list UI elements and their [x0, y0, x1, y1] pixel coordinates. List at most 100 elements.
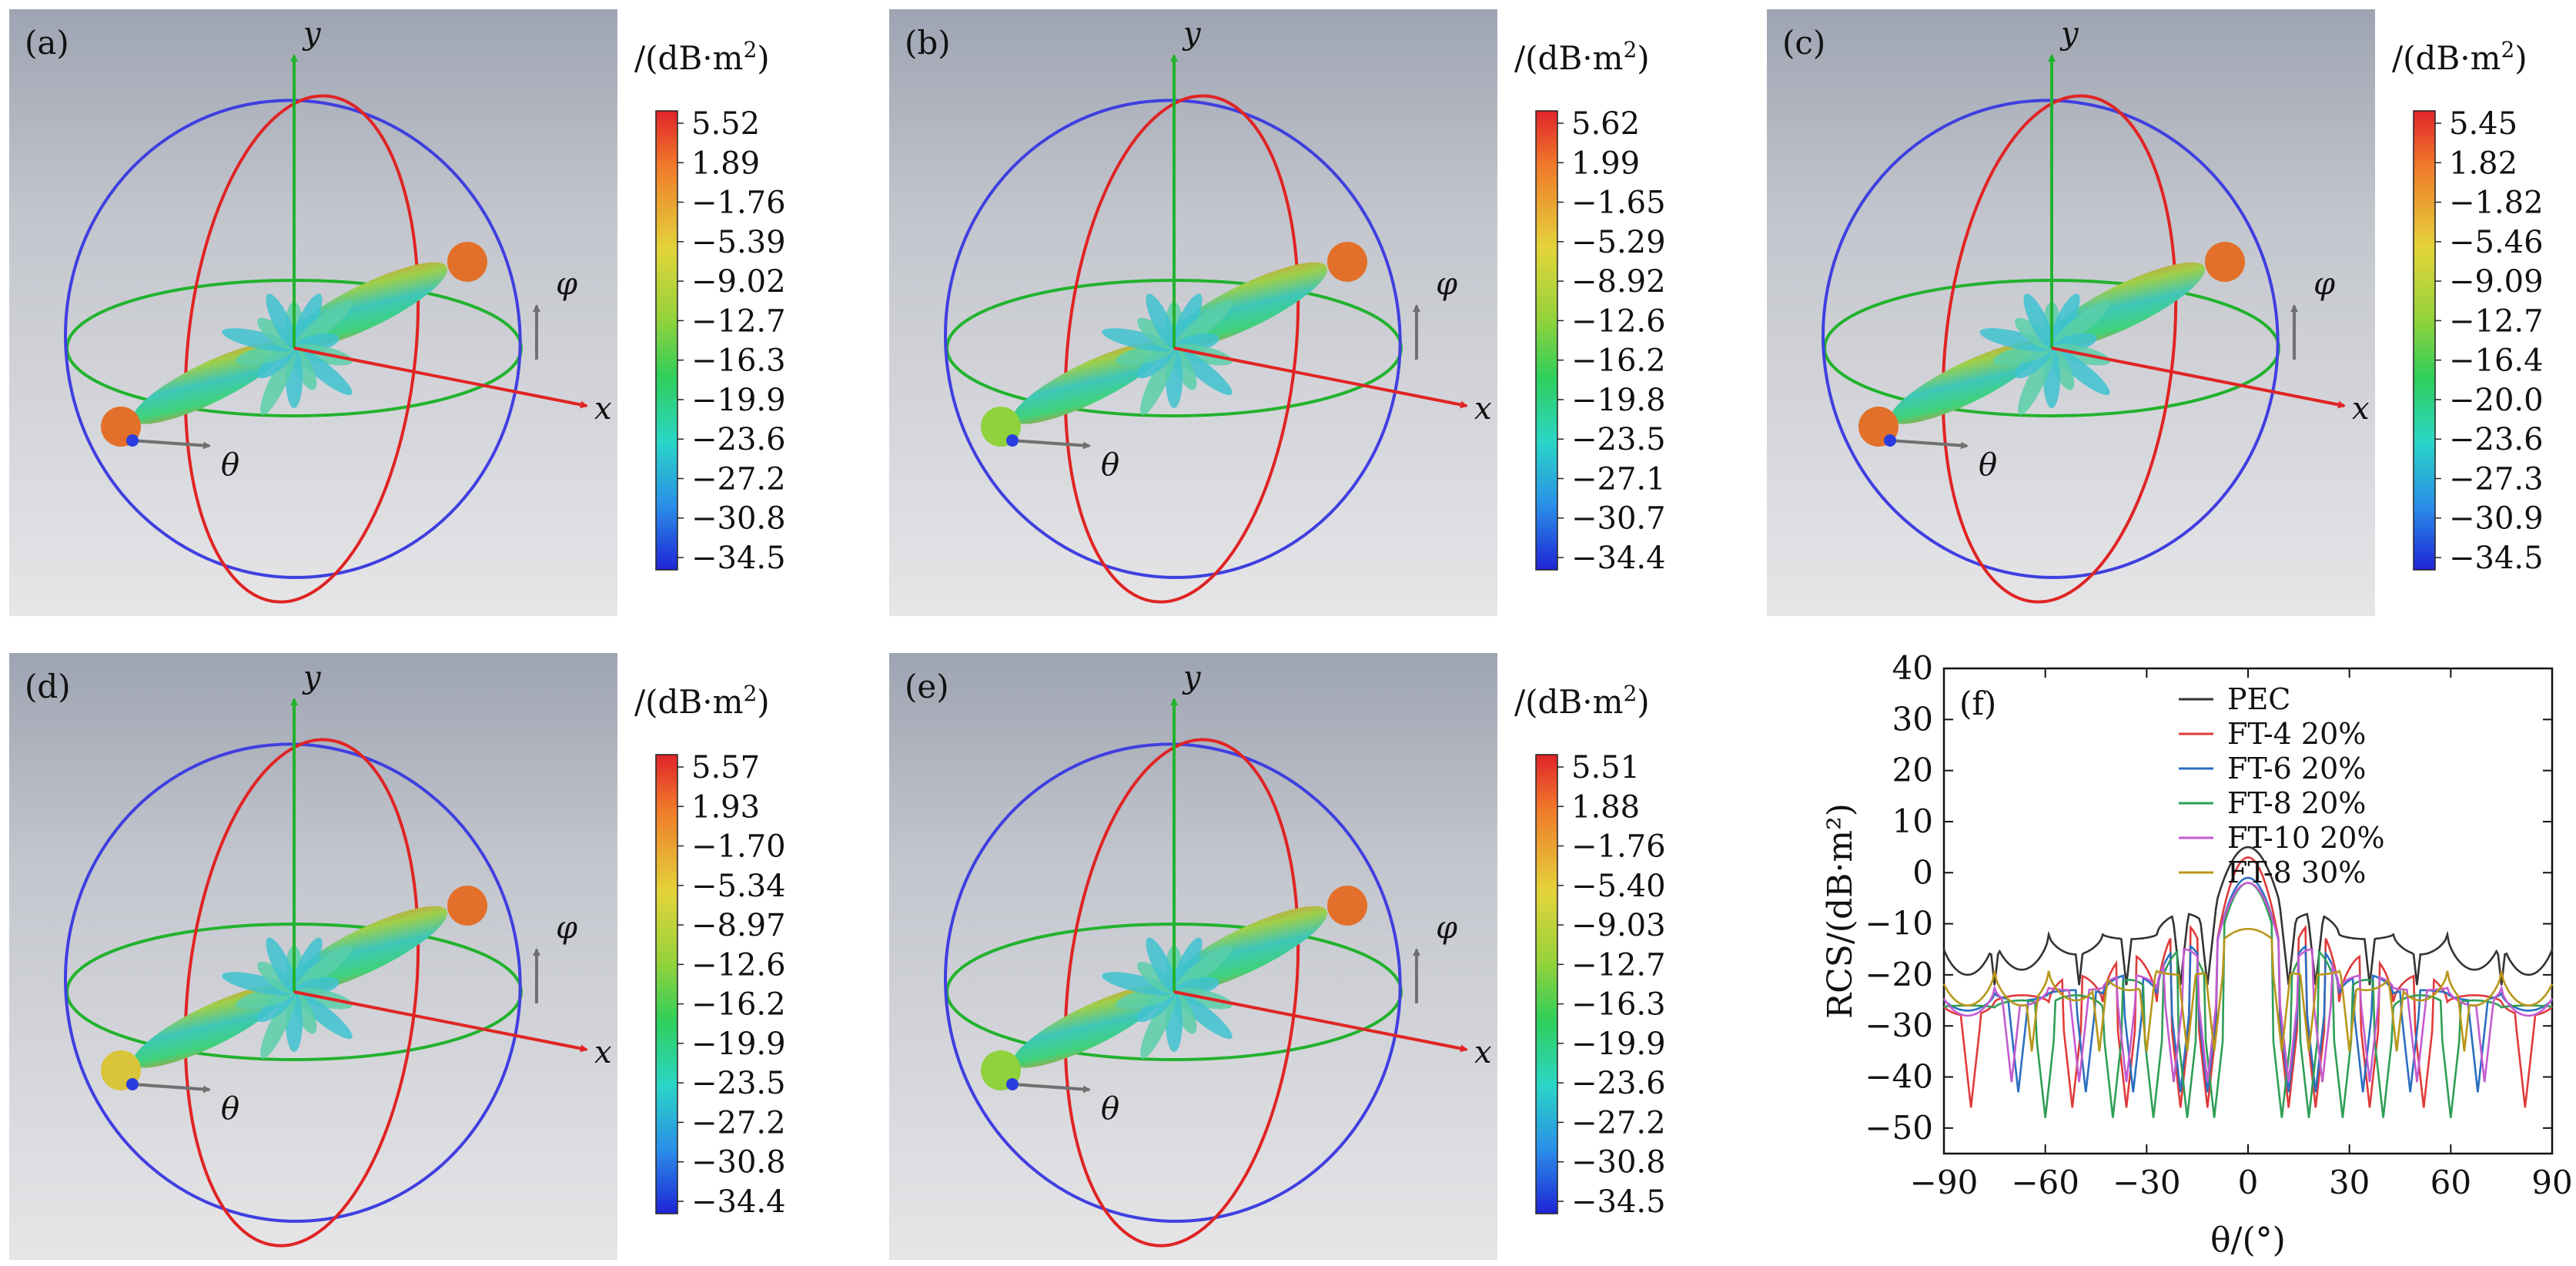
colorbar-1: /(dB·m2) 5.52 1.89 −1.76 −5.39 −9.02−12.7 −16.…	[634, 37, 786, 576]
x-axis-label: x	[594, 1035, 612, 1070]
x-tick-label: 30	[2329, 1164, 2370, 1201]
sphere-ring-red	[1063, 94, 1300, 604]
colorbar-tick-label: −8.92	[1571, 264, 1666, 300]
unit-suffix: )	[757, 683, 769, 721]
panel-label: (b)	[905, 24, 951, 62]
colorbar-tick-label: −12.7	[1571, 947, 1666, 983]
panels-layer: (a) yxθφ/(dB·m2)5.521.89−1.76−5.39−9.02−1…	[9, 9, 2544, 1260]
colorbar-tick-label: −27.1	[1571, 461, 1666, 497]
colorbar-tick-label: −1.76	[1571, 829, 1666, 865]
radiation-lobes	[981, 242, 1367, 447]
phi-label: φ	[1436, 266, 1457, 302]
series-line-ft-8-30-	[1942, 927, 2554, 1052]
x-axis-label: x	[2352, 391, 2370, 427]
colorbar-tick-label: −9.09	[2449, 264, 2544, 300]
colorbar-tick-label: −12.6	[1571, 303, 1666, 339]
z-axis-dot	[126, 1078, 139, 1090]
colorbar-tick-label: −19.9	[691, 1027, 786, 1062]
theta-label: θ	[1979, 447, 1997, 483]
side-lobe-petal	[260, 991, 296, 1059]
phi-label: φ	[2313, 266, 2335, 302]
colorbar-tick-label: −19.9	[691, 383, 786, 418]
colorbar-tick-label: −23.5	[1571, 422, 1666, 457]
pattern-panel-1: (a) y x θ φ	[9, 9, 617, 616]
side-lobe-petal	[1172, 937, 1203, 993]
x-axis-label: x	[1474, 391, 1492, 427]
side-lobe-petal	[1172, 293, 1203, 349]
colorbar-tick-label: −34.4	[691, 1184, 786, 1220]
colorbar-tick-label: −30.8	[691, 501, 786, 537]
unit-suffix: )	[1637, 683, 1649, 721]
rcs-line-chart: −90 −60 −30 0 30 60 90 40 30 20 10 0 −10 −20 −30 −40 −50…	[1821, 649, 2573, 1260]
lobe-tip-upper	[447, 242, 487, 282]
legend-entry: FT-8 30%	[2227, 856, 2366, 889]
sphere-ring-blue	[64, 742, 522, 1223]
side-lobe-petal	[222, 328, 295, 352]
panel-label: (c)	[1782, 24, 1825, 62]
lobe-tip-upper	[447, 886, 487, 926]
colorbar-tick-label: −12.7	[691, 303, 786, 339]
y-tick-label: 40	[1892, 649, 1933, 687]
colorbar-tick-label: −9.03	[1571, 908, 1666, 943]
pattern-panel-4: (d) y x θ φ	[9, 653, 617, 1260]
colorbar-gradient	[1535, 754, 1558, 1214]
phi-label: φ	[556, 910, 577, 946]
phi-label: φ	[556, 266, 577, 302]
colorbar-gradient	[655, 110, 678, 571]
y-axis-title: RCS/(dB·m²)	[1821, 803, 1860, 1019]
unit-superscript: 2	[743, 37, 757, 62]
y-tick-label: 30	[1892, 700, 1933, 738]
side-lobe-petal	[1140, 991, 1176, 1059]
pattern-panel-3: (c) y x θ φ	[1767, 9, 2375, 616]
x-tick-label: −90	[1910, 1164, 1979, 1201]
colorbar-tick-label: −19.8	[1571, 383, 1666, 418]
colorbar-tick-label: 1.99	[1571, 146, 1640, 181]
colorbar-tick-label: −1.82	[2449, 186, 2544, 221]
colorbar-tick-label: −1.76	[691, 186, 786, 221]
colorbar-tick-label: −30.7	[1571, 501, 1666, 537]
y-tick-label: 10	[1892, 802, 1933, 840]
unit-suffix: )	[757, 39, 769, 77]
colorbar-gradient	[1535, 110, 1558, 571]
colorbar-tick-label: −23.6	[2449, 422, 2544, 457]
colorbar-tick-label: −5.40	[1571, 869, 1666, 904]
lobe-tip-upper	[1327, 886, 1367, 926]
colorbar-tick-label: −5.34	[691, 869, 786, 904]
phi-label: φ	[1436, 910, 1457, 946]
x-axis-label: x	[1474, 1035, 1492, 1070]
unit-superscript: 2	[1623, 681, 1637, 706]
pattern-panel-2: (b) y x θ φ	[889, 9, 1497, 616]
colorbar-unit-title: /(dB·m2)	[1514, 681, 1650, 721]
sphere-ring-blue	[944, 99, 1402, 579]
colorbar-tick-label: 1.82	[2449, 146, 2517, 181]
y-axis-label: y	[2059, 16, 2079, 52]
colorbar-tick-label: 5.57	[691, 750, 760, 785]
unit-superscript: 2	[743, 681, 757, 706]
colorbar-tick-label: −8.97	[691, 908, 786, 943]
sphere-ring-blue	[64, 99, 522, 579]
colorbar-tick-label: 1.93	[691, 789, 760, 825]
side-lobe-petal	[2018, 347, 2054, 415]
x-axis-arrow	[293, 990, 588, 1053]
colorbar-tick-label: −23.6	[1571, 1066, 1666, 1101]
sphere-ring-red	[183, 94, 420, 604]
x-tick-label: 0	[2238, 1164, 2259, 1201]
colorbar-unit-title: /(dB·m2)	[1514, 37, 1650, 77]
colorbar-tick-label: −27.2	[691, 461, 786, 497]
colorbar-tick-label: 5.45	[2449, 106, 2517, 142]
colorbar-tick-label: −5.29	[1571, 225, 1666, 260]
colorbar-4: /(dB·m2) 5.57 1.93 −1.70 −5.34 −8.97 −12.6 −16.…	[634, 681, 786, 1220]
theta-arrow	[1889, 439, 1969, 450]
legend-entry: FT-4 20%	[2227, 717, 2366, 751]
y-axis-label: y	[1182, 660, 1202, 695]
legend-entry: FT-10 20%	[2227, 821, 2385, 855]
side-lobe-petal	[266, 937, 296, 993]
colorbar-tick-label: −23.5	[691, 1066, 786, 1101]
theta-arrow	[1012, 439, 1091, 450]
legend-entry: FT-8 20%	[2227, 786, 2366, 820]
colorbar-tick-label: −1.65	[1571, 186, 1666, 221]
y-tick-label: −30	[1865, 1006, 1933, 1044]
colorbar-gradient	[655, 754, 678, 1214]
panel-label: (d)	[25, 668, 71, 705]
